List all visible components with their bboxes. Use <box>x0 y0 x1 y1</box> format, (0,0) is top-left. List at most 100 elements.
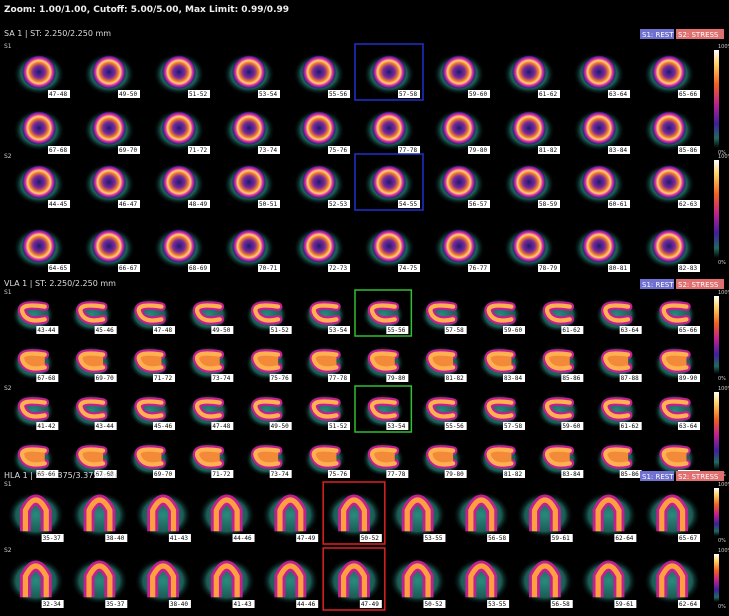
slice-label: 53-55 <box>488 601 506 608</box>
colorbar <box>714 488 719 536</box>
slice-label-bg <box>398 264 420 272</box>
slice: 61-62 <box>503 52 560 98</box>
myocardium <box>92 165 126 199</box>
slice: 71-72 <box>153 108 210 154</box>
slice-label-bg <box>258 146 280 154</box>
slice-label-bg <box>118 146 140 154</box>
slice-label-bg <box>444 470 467 478</box>
slice-label: 62-64 <box>679 601 697 608</box>
slice: 44-46 <box>198 491 256 542</box>
slice-label-bg <box>269 326 292 334</box>
slice: 73-74 <box>186 345 234 382</box>
slice-label: 58-59 <box>539 201 557 208</box>
myocardium <box>302 55 336 89</box>
myocardium <box>512 111 546 145</box>
slice-label-bg <box>94 470 117 478</box>
slice: 51-52 <box>153 52 210 98</box>
slice-label-bg <box>386 470 409 478</box>
slice-label-bg <box>328 90 350 98</box>
slice-label-bg <box>188 90 210 98</box>
slice-label-bg <box>258 90 280 98</box>
slice: 67-68 <box>11 345 59 382</box>
colorbar-bottom: 0% <box>718 376 726 382</box>
slice: 63-64 <box>653 393 700 430</box>
selection-frame <box>354 43 424 101</box>
slice-label-bg <box>36 374 59 382</box>
slice-label-bg <box>444 374 467 382</box>
row-tag: S2 <box>4 153 12 160</box>
myocardium <box>78 351 106 371</box>
myocardium <box>512 55 546 89</box>
myocardium <box>150 563 177 598</box>
slice-label: 57-58 <box>504 423 522 430</box>
slice-label: 73-74 <box>212 375 230 382</box>
slice-label: 59-61 <box>615 601 633 608</box>
slice-label-bg <box>444 326 467 334</box>
slice-label-bg <box>359 534 382 542</box>
row-tag: S2 <box>4 547 12 554</box>
slice-label-bg <box>561 326 584 334</box>
slice: 63-64 <box>573 52 630 98</box>
slice: 79-80 <box>361 345 409 382</box>
myocardium <box>661 447 689 467</box>
slice-label-bg <box>678 534 700 542</box>
slice: 56-58 <box>516 557 574 608</box>
myocardium <box>652 111 686 145</box>
slice-label: 65-66 <box>679 91 697 98</box>
myocardium <box>369 399 397 419</box>
slice-label-bg <box>296 534 319 542</box>
slice-label-bg <box>36 326 59 334</box>
slice-label-bg <box>153 374 175 382</box>
colorbar <box>714 554 719 602</box>
myocardium <box>92 55 126 89</box>
slice-label-bg <box>614 600 637 608</box>
row-tag: S1 <box>4 481 12 488</box>
slice-label: 89-90 <box>679 375 697 382</box>
slice: 57-58 <box>420 297 467 334</box>
slice-label: 72-73 <box>329 265 347 272</box>
slice-label-bg <box>296 600 319 608</box>
slice: 53-55 <box>388 491 447 542</box>
slice-label-bg <box>328 326 350 334</box>
slice: 47-48 <box>128 297 175 334</box>
slice: 44-45 <box>13 162 70 208</box>
slice: 65-66 <box>643 52 700 98</box>
myocardium <box>162 165 196 199</box>
slice: 56-58 <box>452 491 510 542</box>
slice-label: 79-80 <box>469 147 487 154</box>
myocardium <box>544 399 572 419</box>
slice: 54-55 <box>363 162 420 208</box>
slice-label: 65-66 <box>679 327 697 334</box>
slice: 59-61 <box>516 491 574 542</box>
legend-stress-bg <box>676 29 724 39</box>
myocardium <box>302 165 336 199</box>
slice: 66-67 <box>83 226 140 272</box>
colorbar-top: 100% <box>718 482 729 488</box>
myocardium <box>19 351 47 371</box>
slice: 61-62 <box>595 393 642 430</box>
slice-label-bg <box>118 200 140 208</box>
colorbar <box>714 392 719 470</box>
slice: 47-49 <box>325 557 383 608</box>
myocardium <box>428 447 456 467</box>
slice: 50-52 <box>325 491 383 542</box>
myocardium <box>369 447 397 467</box>
slice: 71-72 <box>128 345 175 382</box>
myocardium <box>136 447 164 467</box>
myocardium <box>531 563 558 598</box>
slice-label-bg <box>678 200 700 208</box>
slice-label-bg <box>398 200 420 208</box>
myocardium <box>603 447 631 467</box>
myocardium <box>194 399 222 419</box>
slice-label-bg <box>550 534 573 542</box>
slice-label-bg <box>444 422 467 430</box>
slice-label-bg <box>118 90 140 98</box>
myocardium <box>92 229 126 263</box>
selection-frame <box>354 385 413 433</box>
slice: 85-86 <box>595 441 642 478</box>
myocardium <box>486 351 514 371</box>
myocardium <box>311 351 339 371</box>
slice-label: 55-56 <box>387 327 405 334</box>
